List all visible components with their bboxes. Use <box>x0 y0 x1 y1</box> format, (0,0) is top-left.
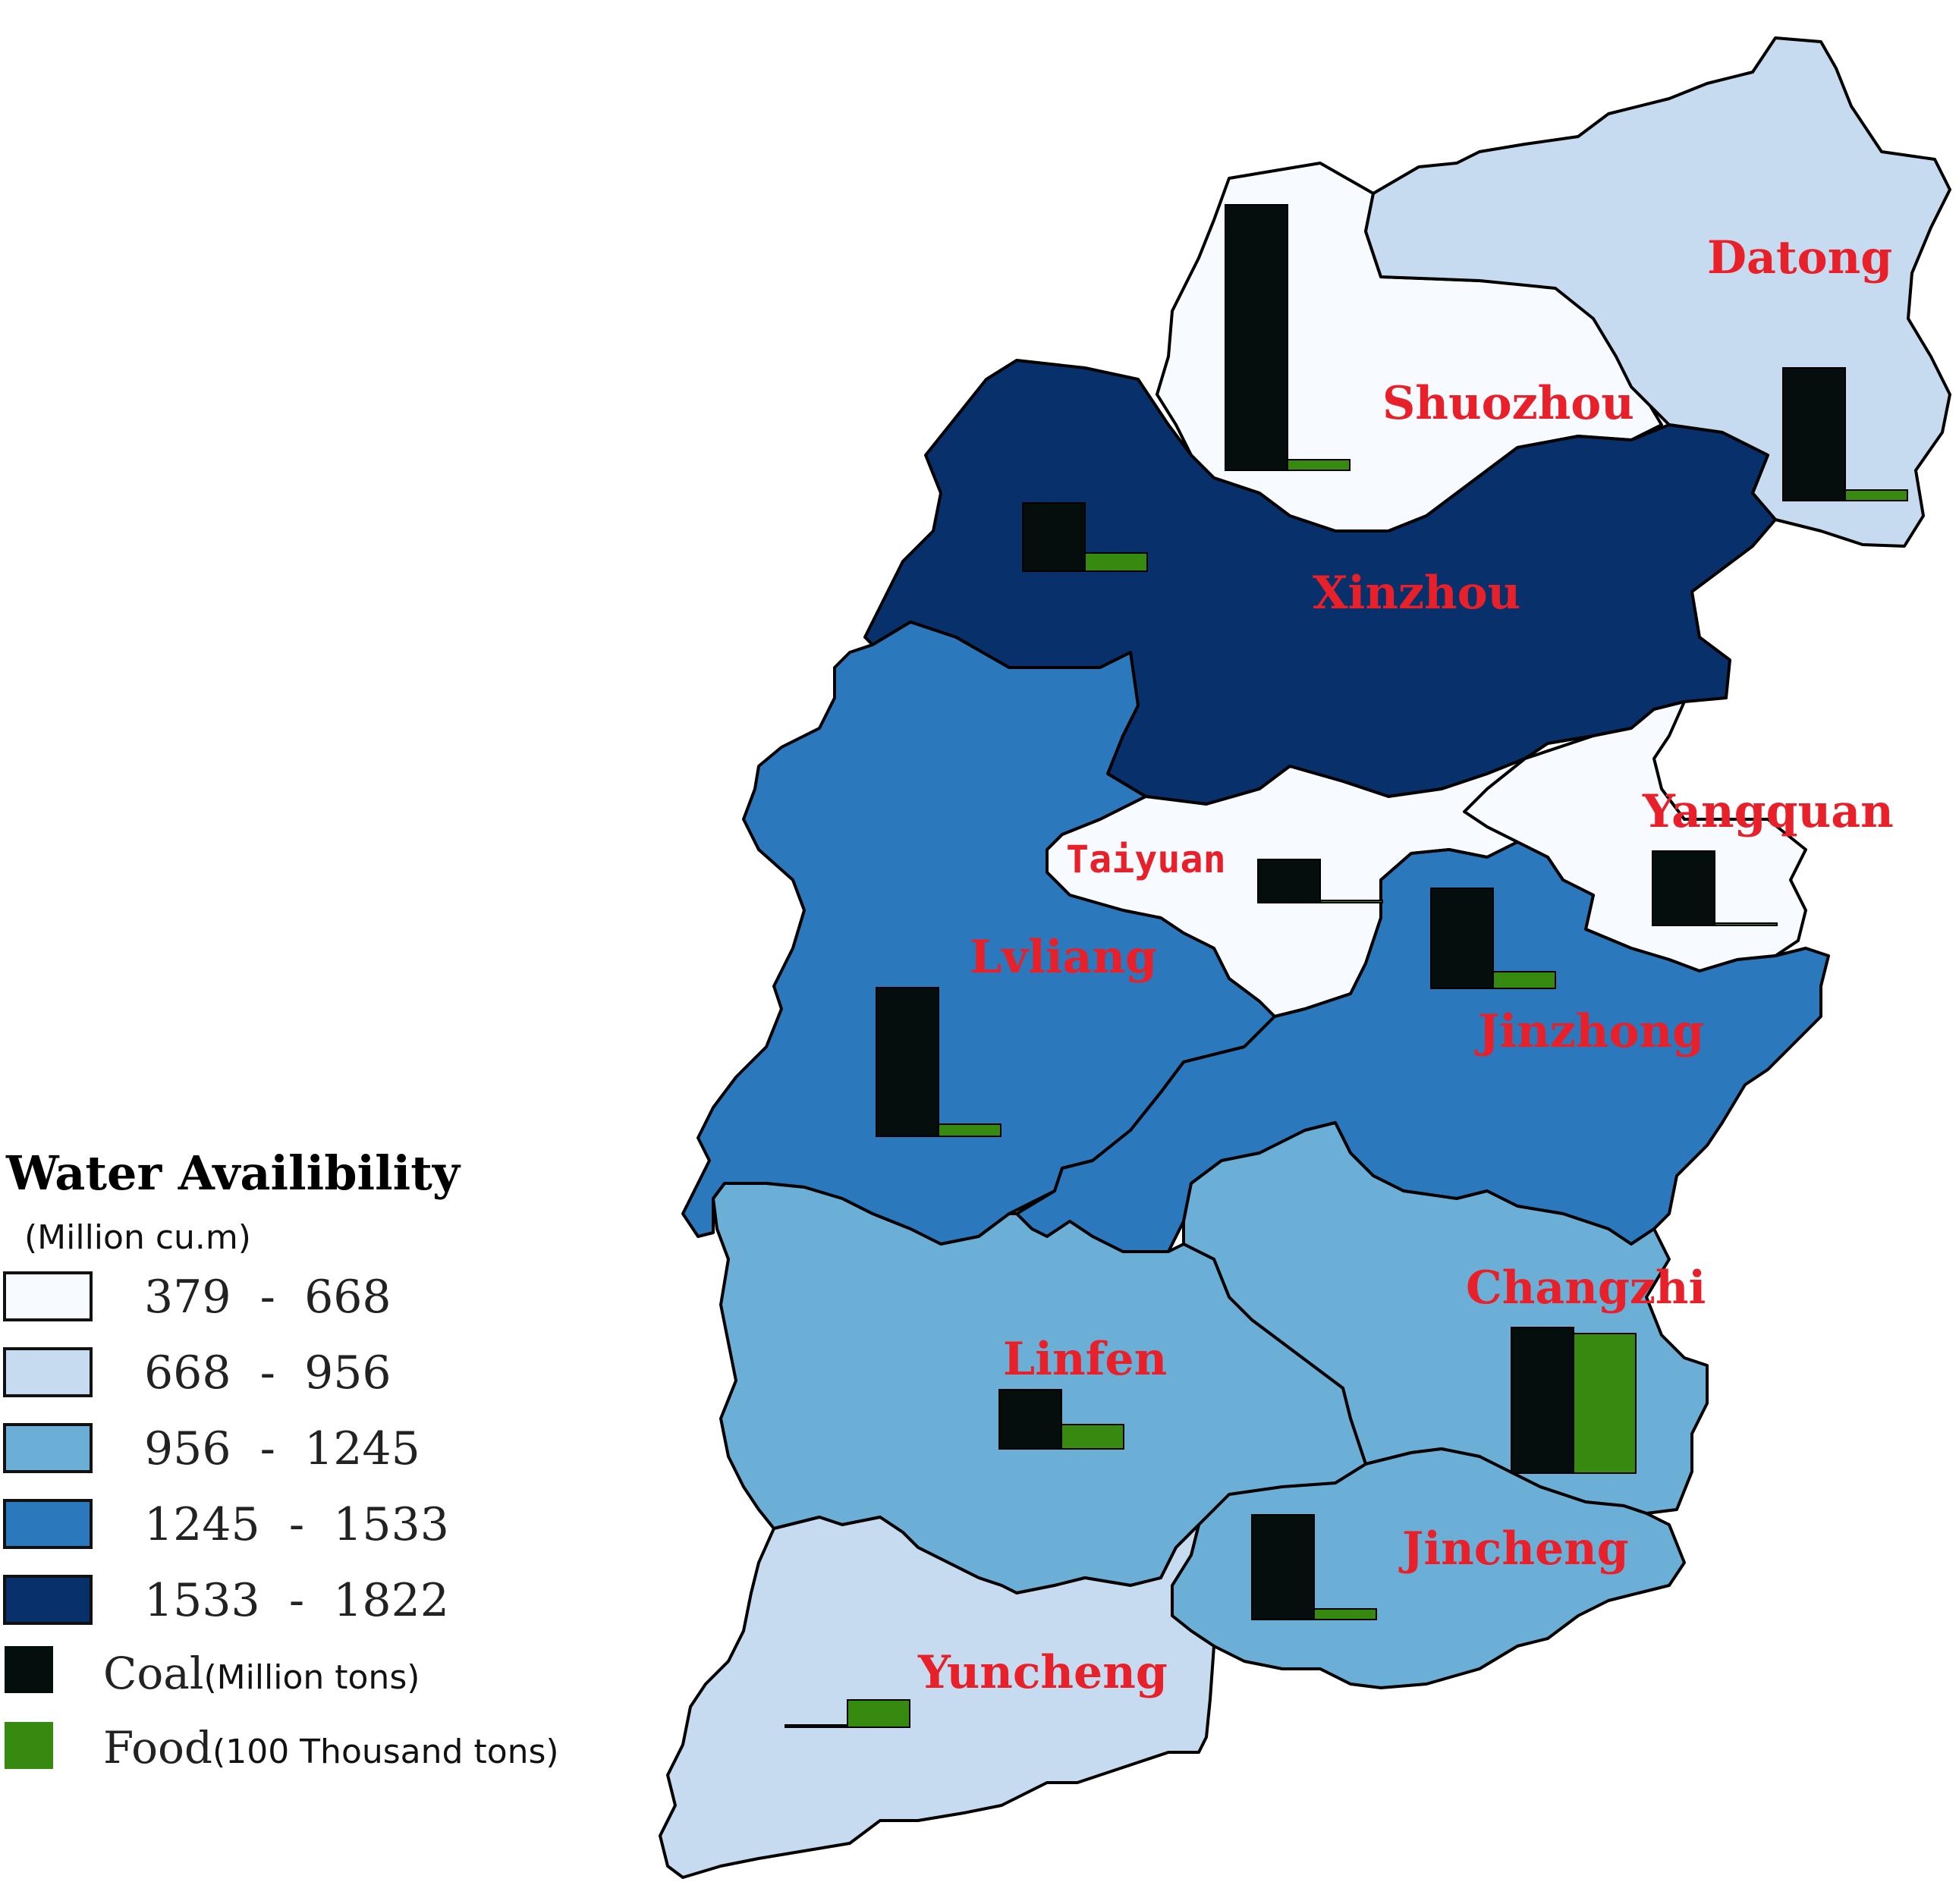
city-label-changzhi: Changzhi <box>1466 1261 1706 1315</box>
food-bar-changzhi <box>1573 1333 1637 1474</box>
legend-range-class-4: 1245 - 1533 <box>144 1498 449 1551</box>
legend-swatch-class-5 <box>3 1575 93 1625</box>
city-label-linfen: Linfen <box>1003 1333 1167 1386</box>
city-label-lvliang: Lvliang <box>970 931 1157 984</box>
legend-range-class-5: 1533 - 1822 <box>144 1574 449 1627</box>
coal-bar-datong <box>1782 367 1846 501</box>
bar-layer <box>785 204 1908 1728</box>
coal-bar-jincheng <box>1251 1514 1315 1620</box>
legend-coal-text: Coal <box>103 1648 203 1699</box>
food-bar-jincheng <box>1313 1608 1377 1620</box>
legend-swatch-class-1 <box>3 1271 93 1321</box>
city-label-taiyuan: Taiyuan <box>1066 837 1226 881</box>
legend: Water Availibility (Million cu.m) 379 - … <box>3 1145 559 1774</box>
legend-swatch-class-3 <box>3 1423 93 1473</box>
legend-title: Water Availibility <box>5 1145 461 1201</box>
coal-bar-shuozhou <box>1225 204 1288 471</box>
legend-range-class-3: 956 - 1245 <box>144 1422 420 1475</box>
city-label-jinzhong: Jinzhong <box>1474 1005 1704 1058</box>
coal-bar-jinzhong <box>1430 888 1494 989</box>
coal-bar-taiyuan <box>1257 859 1321 903</box>
coal-bar-yangquan <box>1652 850 1715 926</box>
legend-coal-unit: (Million tons) <box>203 1658 420 1697</box>
city-label-jincheng: Jincheng <box>1398 1522 1629 1576</box>
food-bar-jinzhong <box>1492 971 1556 989</box>
coal-bar-xinzhou <box>1022 502 1086 572</box>
legend-swatch-coal <box>5 1646 53 1693</box>
city-label-xinzhou: Xinzhou <box>1313 567 1520 620</box>
legend-range-class-1: 379 - 668 <box>144 1271 391 1324</box>
city-label-yangquan: Yangquan <box>1642 785 1894 838</box>
legend-coal-label: Coal(Million tons) <box>103 1648 420 1699</box>
food-bar-linfen <box>1061 1424 1124 1450</box>
food-bar-shuozhou <box>1287 459 1351 471</box>
legend-swatch-food <box>5 1722 53 1769</box>
legend-unit: (Million cu.m) <box>24 1218 251 1257</box>
region-yuncheng[interactable] <box>659 1516 1215 1879</box>
coal-bar-lvliang <box>876 987 939 1137</box>
city-label-datong: Datong <box>1707 231 1892 284</box>
food-bar-datong <box>1844 489 1908 501</box>
coal-bar-yuncheng <box>785 1724 848 1728</box>
food-bar-yangquan <box>1714 922 1778 926</box>
coal-bar-linfen <box>998 1389 1062 1450</box>
coal-bar-changzhi <box>1511 1327 1574 1474</box>
food-bar-taiyuan <box>1319 900 1383 903</box>
food-bar-yuncheng <box>847 1699 910 1728</box>
legend-food-unit: (100 Thousand tons) <box>212 1733 559 1771</box>
city-label-yuncheng: Yuncheng <box>917 1646 1168 1699</box>
legend-range-class-2: 668 - 956 <box>144 1346 391 1400</box>
legend-food-label: Food(100 Thousand tons) <box>103 1722 559 1774</box>
legend-swatch-class-4 <box>3 1499 93 1549</box>
city-label-layer: Datong Shuozhou Xinzhou Yangquan Taiyuan… <box>917 231 1894 1699</box>
food-bar-xinzhou <box>1084 552 1148 572</box>
food-bar-lvliang <box>938 1123 1002 1137</box>
legend-swatch-class-2 <box>3 1347 93 1397</box>
legend-food-text: Food <box>103 1722 212 1774</box>
city-label-shuozhou: Shuozhou <box>1382 377 1634 430</box>
